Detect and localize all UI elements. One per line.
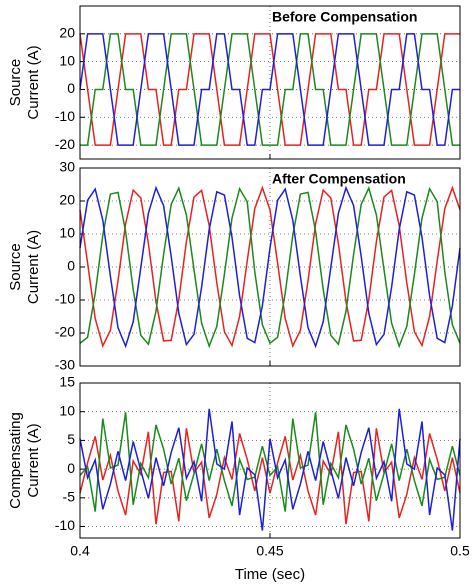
y-axis-label: Compensating (7, 412, 24, 509)
x-axis-label: Time (sec) (235, 566, 305, 583)
y-tick-label: -10 (55, 291, 75, 307)
y-tick-label: 5 (67, 431, 75, 447)
y-tick-label: 10 (59, 52, 75, 68)
y-tick-label: 30 (59, 159, 75, 175)
series-line (79, 185, 461, 349)
y-tick-label: 0 (67, 258, 75, 274)
series-line (79, 185, 461, 349)
plot-frame (79, 167, 461, 367)
series-line (80, 33, 460, 146)
y-tick-label: -20 (55, 136, 75, 152)
x-tick-label: 0.45 (256, 543, 283, 559)
y-tick-label: 20 (59, 192, 75, 208)
series-line (79, 428, 461, 525)
y-tick-label: 20 (59, 25, 75, 41)
plot-frame (79, 5, 461, 160)
x-tick-label: 0.5 (450, 543, 470, 559)
series-line (79, 185, 461, 348)
annotation: After Compensation (272, 171, 406, 187)
y-tick-label: -10 (55, 108, 75, 124)
y-tick-label: 15 (59, 374, 75, 390)
y-tick-label: 10 (59, 402, 75, 418)
y-tick-label: -30 (55, 357, 75, 373)
plot-frame (79, 382, 461, 539)
x-tick-label: 0.4 (70, 543, 90, 559)
y-tick-label: -20 (55, 324, 75, 340)
series-line (79, 33, 460, 146)
y-tick-label: 0 (67, 460, 75, 476)
y-axis-label: Current (A) (25, 230, 42, 304)
series-line (79, 33, 460, 146)
y-tick-label: 10 (59, 225, 75, 241)
series-line (79, 408, 461, 531)
y-tick-label: -10 (55, 517, 75, 533)
y-axis-label: Current (A) (25, 423, 42, 497)
y-tick-label: 0 (67, 80, 75, 96)
y-axis-label: Source (7, 59, 24, 107)
y-axis-label: Current (A) (25, 45, 42, 119)
y-tick-label: -5 (63, 489, 76, 505)
annotation: Before Compensation (272, 9, 417, 25)
plot-area (80, 383, 460, 538)
series-line (79, 412, 461, 512)
y-axis-label: Source (7, 243, 24, 291)
